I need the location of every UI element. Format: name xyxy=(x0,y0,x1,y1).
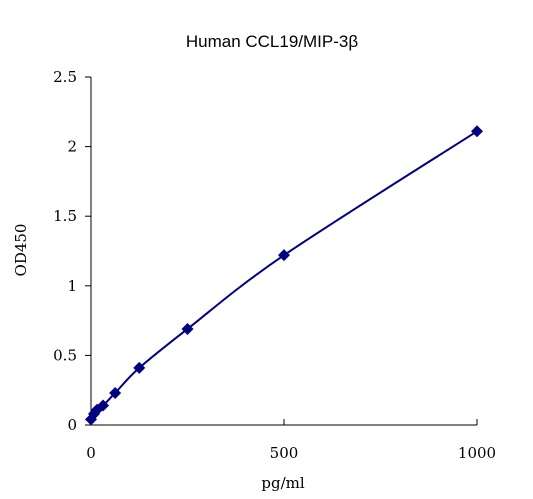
x-tick-label: 500 xyxy=(270,444,299,462)
y-axis-label: OD450 xyxy=(12,224,30,277)
data-point xyxy=(471,125,483,138)
x-axis-label: pg/ml xyxy=(261,474,304,492)
y-tick-label: 0 xyxy=(67,416,77,434)
data-point xyxy=(97,399,110,412)
series-line xyxy=(90,130,478,420)
y-tick-label: 0.5 xyxy=(53,346,77,364)
y-tick-label: 2.5 xyxy=(53,68,77,86)
data-point xyxy=(109,386,122,399)
y-tick-label: 1 xyxy=(67,277,77,295)
y-tick-label: 2 xyxy=(67,138,77,156)
markers xyxy=(85,125,483,426)
y-tick-label: 1.5 xyxy=(53,207,77,225)
data-point xyxy=(133,361,146,374)
data-point xyxy=(278,249,290,262)
chart-title: Human CCL19/MIP-3β xyxy=(186,32,359,51)
x-tick-label: 0 xyxy=(86,444,96,462)
x-tick-label: 1000 xyxy=(458,444,496,462)
data-point xyxy=(181,322,194,335)
ticks: 0 0.5 1 1.5 2 2.5 0 500 1000 xyxy=(53,68,496,462)
